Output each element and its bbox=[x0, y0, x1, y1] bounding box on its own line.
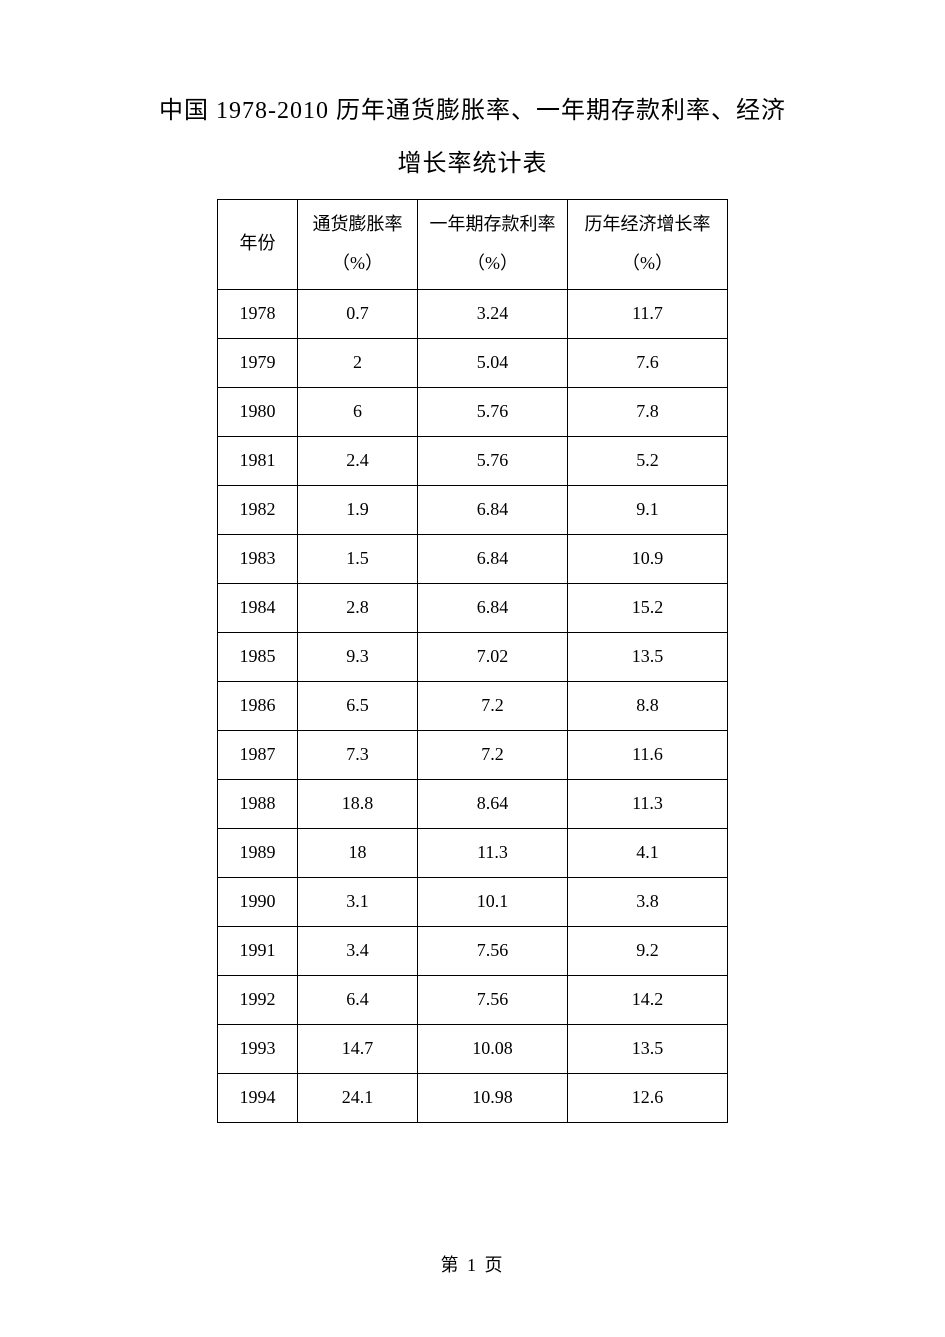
cell-year: 1993 bbox=[218, 1024, 298, 1073]
cell-year: 1978 bbox=[218, 289, 298, 338]
cell-inflation: 14.7 bbox=[298, 1024, 418, 1073]
cell-deposit: 6.84 bbox=[418, 583, 568, 632]
cell-deposit: 7.02 bbox=[418, 632, 568, 681]
cell-deposit: 7.56 bbox=[418, 975, 568, 1024]
table-row: 19903.110.13.8 bbox=[218, 877, 728, 926]
cell-growth: 15.2 bbox=[568, 583, 728, 632]
cell-inflation: 6 bbox=[298, 387, 418, 436]
table-row: 19913.47.569.2 bbox=[218, 926, 728, 975]
title-line-2: 增长率统计表 bbox=[398, 151, 548, 177]
title-line-1: 中国 1978-2010 历年通货膨胀率、一年期存款利率、经济 bbox=[159, 98, 786, 124]
cell-year: 1991 bbox=[218, 926, 298, 975]
cell-growth: 14.2 bbox=[568, 975, 728, 1024]
cell-growth: 13.5 bbox=[568, 632, 728, 681]
cell-inflation: 1.9 bbox=[298, 485, 418, 534]
table-header: 年份 通货膨胀率（%） 一年期存款利率（%） 历年经济增长率（%） bbox=[218, 199, 728, 289]
table-row: 197925.047.6 bbox=[218, 338, 728, 387]
cell-growth: 7.8 bbox=[568, 387, 728, 436]
cell-inflation: 0.7 bbox=[298, 289, 418, 338]
table-row: 199314.710.0813.5 bbox=[218, 1024, 728, 1073]
cell-year: 1981 bbox=[218, 436, 298, 485]
cell-year: 1988 bbox=[218, 779, 298, 828]
cell-growth: 5.2 bbox=[568, 436, 728, 485]
cell-growth: 10.9 bbox=[568, 534, 728, 583]
cell-growth: 3.8 bbox=[568, 877, 728, 926]
cell-deposit: 10.1 bbox=[418, 877, 568, 926]
col-header-inflation: 通货膨胀率（%） bbox=[298, 199, 418, 289]
cell-inflation: 3.4 bbox=[298, 926, 418, 975]
cell-year: 1992 bbox=[218, 975, 298, 1024]
cell-year: 1979 bbox=[218, 338, 298, 387]
table-row: 19780.73.2411.7 bbox=[218, 289, 728, 338]
table-row: 198065.767.8 bbox=[218, 387, 728, 436]
cell-year: 1985 bbox=[218, 632, 298, 681]
table-row: 19926.47.5614.2 bbox=[218, 975, 728, 1024]
cell-year: 1994 bbox=[218, 1073, 298, 1122]
cell-year: 1984 bbox=[218, 583, 298, 632]
cell-inflation: 2.8 bbox=[298, 583, 418, 632]
cell-growth: 11.6 bbox=[568, 730, 728, 779]
table-row: 19877.37.211.6 bbox=[218, 730, 728, 779]
cell-year: 1986 bbox=[218, 681, 298, 730]
table-row: 19866.57.28.8 bbox=[218, 681, 728, 730]
page-number: 第 1 页 bbox=[441, 1255, 505, 1275]
cell-inflation: 6.4 bbox=[298, 975, 418, 1024]
table-row: 19831.56.8410.9 bbox=[218, 534, 728, 583]
cell-deposit: 10.98 bbox=[418, 1073, 568, 1122]
cell-inflation: 3.1 bbox=[298, 877, 418, 926]
cell-year: 1989 bbox=[218, 828, 298, 877]
cell-growth: 11.7 bbox=[568, 289, 728, 338]
cell-deposit: 3.24 bbox=[418, 289, 568, 338]
cell-deposit: 7.2 bbox=[418, 681, 568, 730]
cell-deposit: 6.84 bbox=[418, 534, 568, 583]
cell-deposit: 8.64 bbox=[418, 779, 568, 828]
cell-inflation: 18.8 bbox=[298, 779, 418, 828]
cell-year: 1980 bbox=[218, 387, 298, 436]
table-row: 19821.96.849.1 bbox=[218, 485, 728, 534]
cell-inflation: 9.3 bbox=[298, 632, 418, 681]
cell-inflation: 2 bbox=[298, 338, 418, 387]
col-header-growth: 历年经济增长率（%） bbox=[568, 199, 728, 289]
cell-growth: 7.6 bbox=[568, 338, 728, 387]
cell-deposit: 5.76 bbox=[418, 436, 568, 485]
col-header-year: 年份 bbox=[218, 199, 298, 289]
cell-growth: 11.3 bbox=[568, 779, 728, 828]
cell-deposit: 6.84 bbox=[418, 485, 568, 534]
table-header-row: 年份 通货膨胀率（%） 一年期存款利率（%） 历年经济增长率（%） bbox=[218, 199, 728, 289]
cell-year: 1987 bbox=[218, 730, 298, 779]
table-row: 198818.88.6411.3 bbox=[218, 779, 728, 828]
cell-deposit: 7.2 bbox=[418, 730, 568, 779]
table-row: 19859.37.0213.5 bbox=[218, 632, 728, 681]
cell-growth: 4.1 bbox=[568, 828, 728, 877]
page-footer: 第 1 页 bbox=[0, 1251, 945, 1277]
cell-inflation: 6.5 bbox=[298, 681, 418, 730]
cell-growth: 8.8 bbox=[568, 681, 728, 730]
cell-inflation: 2.4 bbox=[298, 436, 418, 485]
cell-growth: 13.5 bbox=[568, 1024, 728, 1073]
document-title: 中国 1978-2010 历年通货膨胀率、一年期存款利率、经济 增长率统计表 bbox=[100, 85, 845, 191]
cell-year: 1990 bbox=[218, 877, 298, 926]
cell-deposit: 5.76 bbox=[418, 387, 568, 436]
table-row: 19842.86.8415.2 bbox=[218, 583, 728, 632]
cell-inflation: 1.5 bbox=[298, 534, 418, 583]
col-header-deposit: 一年期存款利率（%） bbox=[418, 199, 568, 289]
table-row: 199424.110.9812.6 bbox=[218, 1073, 728, 1122]
cell-year: 1983 bbox=[218, 534, 298, 583]
cell-growth: 9.2 bbox=[568, 926, 728, 975]
cell-inflation: 7.3 bbox=[298, 730, 418, 779]
page-container: 中国 1978-2010 历年通货膨胀率、一年期存款利率、经济 增长率统计表 年… bbox=[0, 0, 945, 1123]
cell-inflation: 18 bbox=[298, 828, 418, 877]
cell-deposit: 10.08 bbox=[418, 1024, 568, 1073]
table-body: 19780.73.2411.7197925.047.6198065.767.81… bbox=[218, 289, 728, 1122]
statistics-table: 年份 通货膨胀率（%） 一年期存款利率（%） 历年经济增长率（%） 19780.… bbox=[217, 199, 728, 1123]
cell-growth: 12.6 bbox=[568, 1073, 728, 1122]
cell-deposit: 5.04 bbox=[418, 338, 568, 387]
cell-inflation: 24.1 bbox=[298, 1073, 418, 1122]
cell-year: 1982 bbox=[218, 485, 298, 534]
cell-deposit: 11.3 bbox=[418, 828, 568, 877]
cell-growth: 9.1 bbox=[568, 485, 728, 534]
cell-deposit: 7.56 bbox=[418, 926, 568, 975]
table-row: 19891811.34.1 bbox=[218, 828, 728, 877]
table-row: 19812.45.765.2 bbox=[218, 436, 728, 485]
